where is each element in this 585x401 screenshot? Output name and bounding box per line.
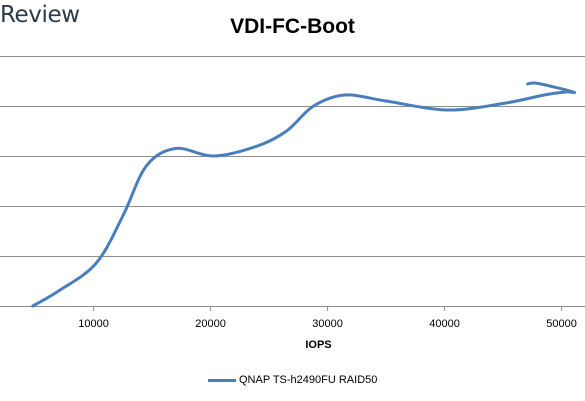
x-axis-label: IOPS bbox=[305, 339, 331, 351]
chart-title: VDI-FC-Boot bbox=[230, 15, 355, 38]
x-tick-label: 20000 bbox=[195, 318, 226, 330]
series-line bbox=[31, 81, 577, 308]
legend-label: QNAP TS-h2490FU RAID50 bbox=[239, 374, 378, 386]
brand-logo: Review bbox=[0, 2, 80, 28]
x-tick-label: 50000 bbox=[546, 318, 577, 330]
x-tick-marks bbox=[93, 306, 563, 311]
legend: QNAP TS-h2490FU RAID50 bbox=[208, 373, 377, 387]
x-tick-label: 30000 bbox=[312, 318, 343, 330]
x-tick-label: 40000 bbox=[429, 318, 460, 330]
gridlines bbox=[0, 56, 585, 257]
x-tick-label: 10000 bbox=[78, 318, 109, 330]
legend-swatch bbox=[208, 378, 236, 382]
x-tick-labels: 10000 20000 30000 40000 50000 bbox=[78, 318, 577, 330]
